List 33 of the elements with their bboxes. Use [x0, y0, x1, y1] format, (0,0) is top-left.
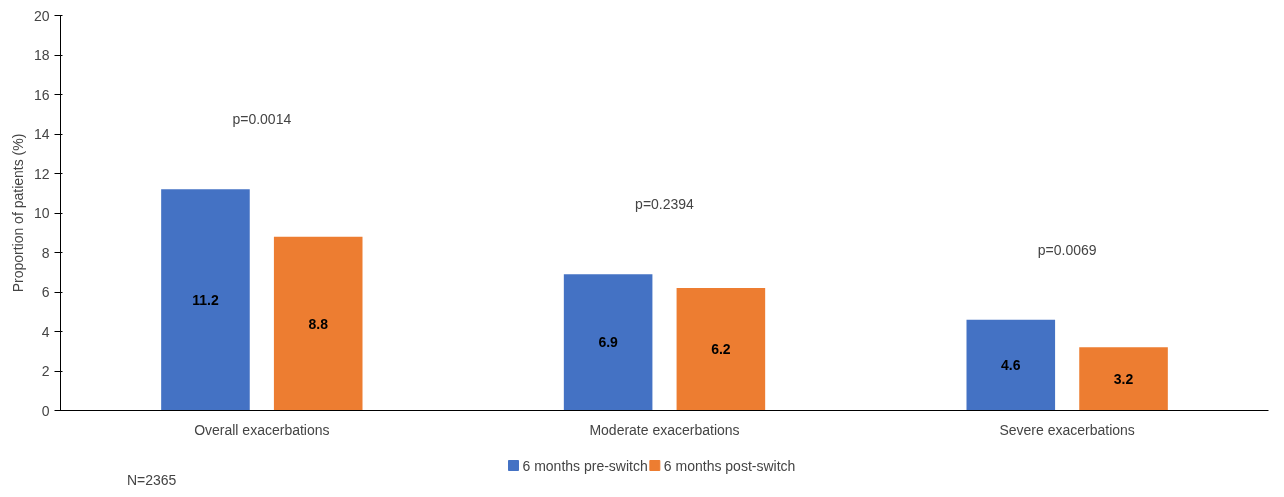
y-tick-label: 6 — [41, 284, 50, 300]
bar — [1079, 347, 1168, 411]
y-tick-label: 10 — [33, 205, 50, 221]
legend-label: 6 months pre-switch — [522, 457, 648, 474]
x-tick-label: Severe exacerbations — [999, 421, 1135, 438]
bar — [563, 274, 653, 411]
data-label: 3.2 — [1113, 370, 1134, 387]
y-tick-label: 16 — [33, 86, 50, 103]
legend-label: 6 months post-switch — [663, 457, 796, 474]
bar — [161, 189, 250, 411]
y-tick-label: 12 — [33, 165, 50, 182]
x-tick-label: Moderate exacerbations — [589, 421, 740, 438]
data-label: 4.6 — [1001, 357, 1021, 374]
x-tick-label: Overall exacerbations — [194, 421, 330, 438]
annotation: p=0.0069 — [1037, 241, 1097, 258]
y-tick-label: 4 — [41, 323, 50, 340]
y-tick-label: 18 — [33, 47, 50, 63]
y-tick-label: 20 — [33, 7, 50, 24]
data-label: 11.2 — [192, 291, 219, 308]
y-tick-label: 8 — [41, 244, 50, 261]
data-label: 6.2 — [711, 341, 731, 358]
bar — [966, 319, 1056, 411]
data-label: 6.9 — [598, 334, 619, 351]
data-label: 8.8 — [308, 315, 329, 332]
y-tick-label: 0 — [41, 402, 50, 419]
bar — [676, 288, 766, 411]
text: N=2365 — [126, 472, 177, 488]
annotation: p=0.2394 — [635, 196, 695, 213]
annotation: p=0.0014 — [232, 111, 292, 128]
bar — [273, 236, 363, 411]
y-tick-label: 14 — [33, 126, 50, 142]
y-axis-title: Proportion of patients (%) — [9, 133, 26, 293]
y-tick-label: 2 — [41, 363, 50, 379]
